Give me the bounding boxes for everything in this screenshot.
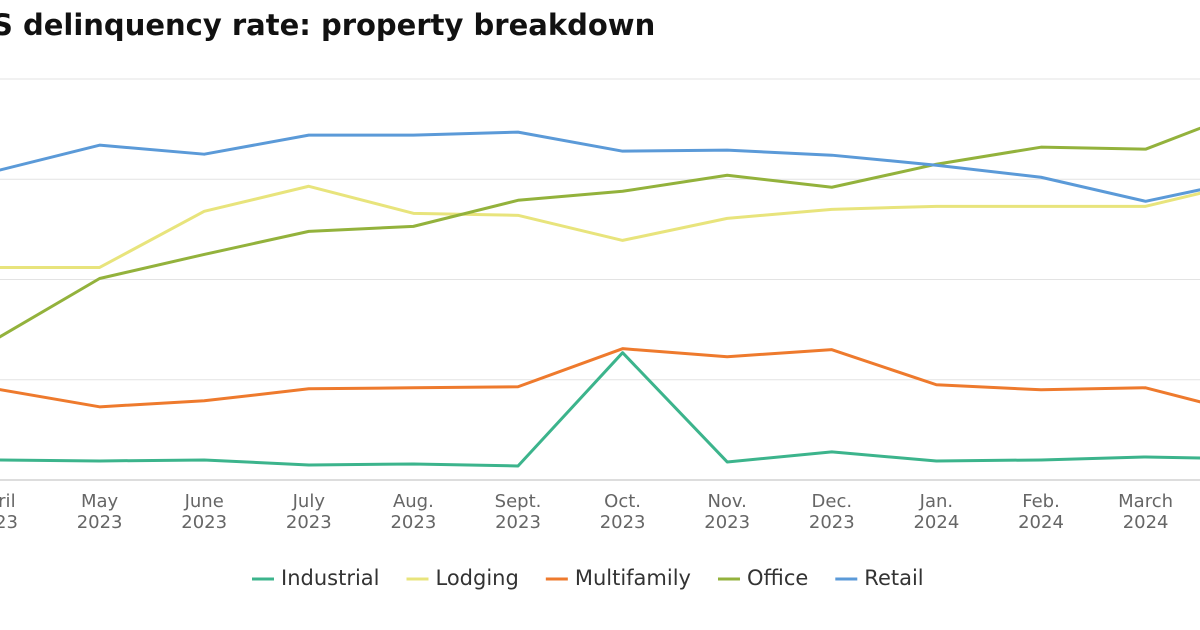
x-tick-label: Jan. 2024	[913, 491, 959, 533]
x-tick-label: April2023	[0, 491, 18, 533]
x-tick-label: Dec. 2023	[809, 491, 855, 533]
legend-label: Lodging	[436, 566, 519, 590]
x-tick-label: Sept. 2023	[495, 491, 542, 533]
legend-label: Retail	[864, 566, 923, 590]
legend-label: Office	[747, 566, 808, 590]
series-line	[0, 130, 1200, 203]
x-tick-label: Oct. 2023	[600, 491, 646, 533]
chart-title: S delinquency rate: property breakdown	[0, 8, 655, 42]
x-tick-label: Aug. 2023	[390, 491, 436, 533]
series-line	[0, 351, 1200, 468]
series-line	[0, 184, 1200, 269]
x-tick-label: July 2023	[286, 491, 332, 533]
x-tick-label: Feb. 2024	[1018, 491, 1064, 533]
x-tick-label: June 2023	[181, 491, 227, 533]
series-line	[0, 126, 1200, 339]
series-line	[0, 347, 1200, 409]
x-tick-label: March 2024	[1118, 491, 1173, 533]
legend-label: Multifamily	[575, 566, 691, 590]
x-tick-label: Nov. 2023	[704, 491, 750, 533]
legend-label: Industrial	[281, 566, 380, 590]
x-tick-label: May 2023	[77, 491, 123, 533]
